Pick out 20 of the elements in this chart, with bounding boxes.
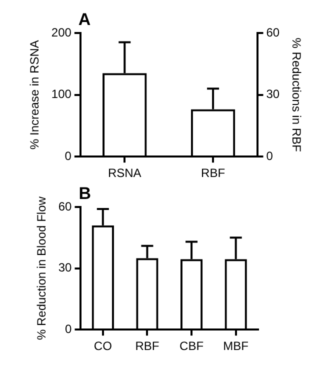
x-tick-label: MBF xyxy=(223,339,249,354)
y2-tick-label: 60 xyxy=(266,25,280,40)
y-tick-label: 0 xyxy=(65,322,72,336)
y-tick-label: 200 xyxy=(51,25,72,40)
x-tick-label: RBF xyxy=(135,339,160,354)
chart-title: B xyxy=(78,184,92,204)
y-axis-title: % Reduction in Blood Flow xyxy=(34,196,49,340)
x-tick-label: RBF xyxy=(201,166,226,180)
x-tick-label: CO xyxy=(94,339,112,354)
y-tick-label: 30 xyxy=(58,260,72,275)
y-tick-label: 100 xyxy=(51,87,72,102)
y-tick-label: 0 xyxy=(64,148,72,163)
chart-title: A xyxy=(78,10,91,30)
x-tick-label: RSNA xyxy=(108,166,142,180)
y2-tick-label: 30 xyxy=(266,87,280,102)
y-tick-label: 60 xyxy=(58,199,72,214)
y2-axis-title: % Reductions in RBF xyxy=(289,38,304,152)
x-tick-label: CBF xyxy=(180,339,204,354)
y-axis-title: % Increase in RSNA xyxy=(28,40,42,150)
y2-tick-label: 0 xyxy=(266,148,274,163)
